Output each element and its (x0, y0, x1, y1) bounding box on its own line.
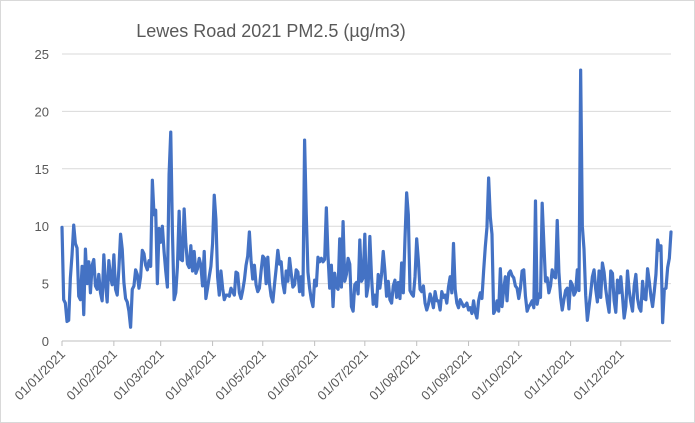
x-tick-label: 01/08/2021 (366, 347, 423, 404)
x-tick-label: 01/10/2021 (468, 347, 525, 404)
x-axis-ticks: 01/01/202101/02/202101/03/202101/04/2021… (11, 341, 627, 404)
x-tick-label: 01/07/2021 (314, 347, 371, 404)
x-tick-label: 01/09/2021 (418, 347, 475, 404)
y-tick-label: 15 (35, 162, 49, 177)
x-tick-label: 01/03/2021 (110, 347, 167, 404)
x-tick-label: 01/05/2021 (212, 347, 269, 404)
y-tick-label: 0 (42, 334, 49, 349)
y-tick-label: 10 (35, 219, 49, 234)
x-tick-label: 01/12/2021 (570, 347, 627, 404)
y-tick-label: 5 (42, 277, 49, 292)
chart-title: Lewes Road 2021 PM2.5 (µg/m3) (136, 21, 406, 41)
x-tick-label: 01/04/2021 (162, 347, 219, 404)
series-layer (60, 68, 673, 329)
series-line-0 (60, 68, 673, 329)
x-tick-label: 01/11/2021 (521, 347, 577, 403)
y-axis-ticks: 0 5 10 15 20 25 (35, 47, 49, 349)
x-tick-label: 01/06/2021 (264, 347, 321, 404)
y-tick-label: 25 (35, 47, 49, 62)
y-tick-label: 20 (35, 104, 49, 119)
x-tick-label: 01/01/2021 (11, 347, 68, 404)
